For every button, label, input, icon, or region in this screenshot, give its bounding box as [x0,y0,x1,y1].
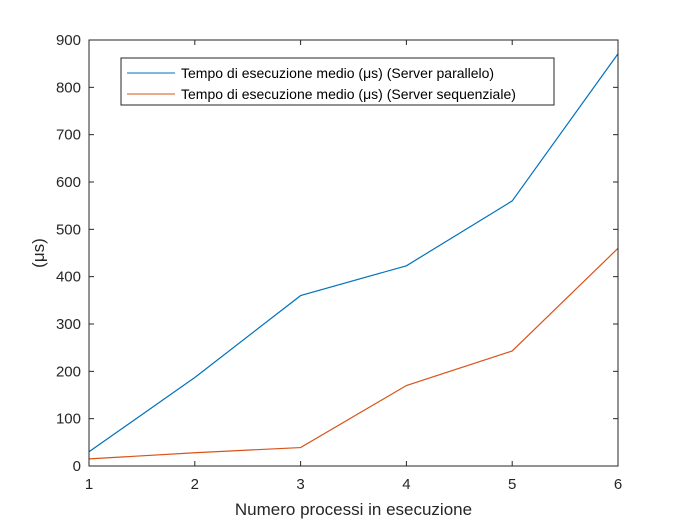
legend-box [120,57,555,106]
x-tick-label: 1 [85,476,93,493]
legend-label-parallelo: Tempo di esecuzione medio (μs) (Server p… [181,65,494,81]
y-axis-label: (μs) [29,238,48,268]
x-tick-label: 6 [614,476,622,493]
y-tick-label: 200 [56,363,81,380]
x-tick-label: 2 [191,476,199,493]
plot-area [89,40,618,466]
y-tick-label: 700 [56,127,81,144]
legend-label-sequenziale: Tempo di esecuzione medio (μs) (Server s… [181,86,516,102]
y-tick-label: 0 [73,458,81,475]
plot-box [88,39,619,467]
axes-layer [88,39,619,467]
y-tick-label: 500 [56,221,81,238]
y-tick-label: 800 [56,79,81,96]
legend: Tempo di esecuzione medio (μs) (Server p… [120,57,555,106]
y-tick-label: 900 [56,32,81,49]
x-axis-label: Numero processi in esecuzione [235,500,472,519]
x-tick-label: 4 [402,476,410,493]
x-tick-label: 3 [296,476,304,493]
x-tick-label: 5 [508,476,516,493]
ticks-layer: 1 2 3 4 5 6 0 100 200 300 400 500 600 700 800 900 [56,32,622,493]
series-line-parallelo [88,53,619,453]
series-layer [88,53,619,460]
y-tick-label: 600 [56,174,81,191]
y-tick-label: 100 [56,411,81,428]
series-line-sequenziale [88,247,619,460]
y-tick-label: 300 [56,316,81,333]
y-tick-label: 400 [56,269,81,286]
